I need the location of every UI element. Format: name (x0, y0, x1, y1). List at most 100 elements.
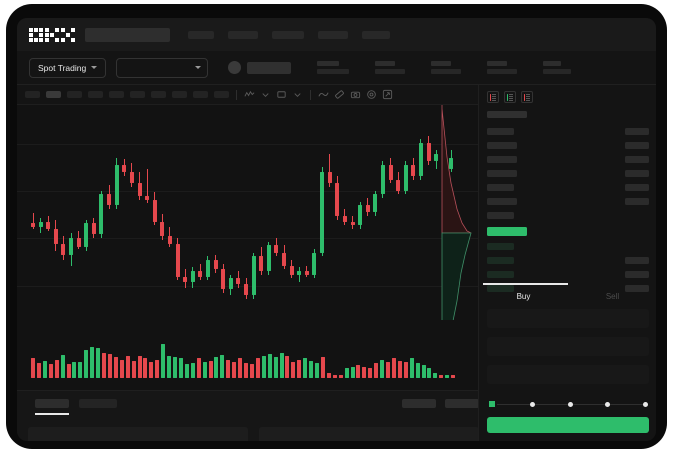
orderbook-ask-row-4[interactable] (487, 170, 517, 177)
ruler-icon[interactable] (334, 89, 345, 100)
candle-body (183, 276, 188, 283)
stat-2-label (375, 61, 396, 66)
line-chart-icon[interactable] (318, 89, 329, 100)
timeframe-chip-9[interactable] (214, 91, 229, 98)
stat-4-value (487, 69, 518, 74)
camera-icon[interactable] (350, 89, 361, 100)
order-amount-field[interactable] (487, 337, 649, 356)
candle-body (38, 221, 43, 228)
timeframe-chip-7[interactable] (172, 91, 187, 98)
candle-body (190, 271, 195, 283)
candle-body (46, 221, 51, 229)
orderbook-bid-row-3[interactable] (487, 285, 514, 292)
volume-bar-22 (161, 343, 166, 378)
volume-bar-57 (368, 367, 373, 378)
okx-logo-glyph-0 (29, 27, 43, 42)
volume-bar-60 (386, 361, 390, 378)
nav-item-5[interactable] (362, 30, 390, 39)
timeframe-chip-8[interactable] (193, 91, 208, 98)
orderbook-mode-both[interactable] (487, 91, 499, 103)
bottom-action-1[interactable] (402, 399, 436, 408)
buy-sell-tabs: Buy Sell (479, 285, 656, 307)
orderbook-mode-asks[interactable] (521, 91, 533, 103)
timeframe-chip-6[interactable] (151, 91, 166, 98)
orderbook-bid-row-0[interactable] (487, 243, 514, 250)
volume-bar-40 (267, 353, 272, 378)
bottom-action-2[interactable] (445, 399, 479, 408)
tab-buy[interactable]: Buy (516, 291, 531, 301)
okx-logo-glyph-2 (61, 27, 75, 42)
fullscreen-icon[interactable] (382, 89, 393, 100)
volume-bar-43 (285, 356, 290, 378)
orderbook-bid-amt-2 (625, 271, 649, 278)
settings-gear-icon[interactable] (366, 89, 377, 100)
nav-item-3[interactable] (272, 30, 304, 39)
orderbook-ask-row-2[interactable] (487, 142, 517, 149)
orderbook-rows[interactable] (479, 111, 656, 292)
stat-1-value (317, 69, 350, 74)
candle-body (289, 265, 294, 275)
candle-body (236, 278, 241, 284)
slider-stop-50[interactable] (567, 401, 573, 407)
indicator-icon[interactable] (276, 89, 287, 100)
okx-logo[interactable] (29, 27, 75, 42)
orderbook-trade-panel: Buy Sell (478, 85, 656, 441)
timeframe-chip-0[interactable] (25, 91, 40, 98)
orderbook-ask-row-0[interactable] (487, 111, 527, 118)
orderbook-ask-row-5[interactable] (487, 184, 514, 191)
order-total-field[interactable] (487, 365, 649, 384)
candle-body (244, 283, 248, 295)
orderbook-bid-row-2[interactable] (487, 271, 514, 278)
volume-bar-15 (119, 359, 124, 378)
timeframe-chip-2[interactable] (67, 91, 82, 98)
chevron-down-icon[interactable] (292, 89, 303, 100)
orderbook-ask-row-3[interactable] (487, 156, 517, 163)
candle-body (373, 194, 378, 213)
orderbook-ask-row-1[interactable] (487, 128, 514, 135)
volume-bar-66 (421, 365, 426, 378)
place-buy-order-button[interactable] (487, 417, 649, 433)
bottom-tab-1[interactable] (35, 399, 69, 408)
candlestick-icon[interactable] (244, 89, 255, 100)
slider-stop-25[interactable] (530, 401, 535, 407)
nav-item-1[interactable] (188, 30, 214, 39)
timeframe-chip-5[interactable] (130, 91, 145, 98)
volume-bar-46 (303, 358, 308, 378)
volume-bar-21 (155, 359, 160, 378)
orderbook-spread-row[interactable] (487, 227, 527, 236)
slider-stop-100[interactable] (642, 401, 648, 407)
orderbook-ask-row-7[interactable] (487, 212, 514, 219)
gridline-1 (17, 191, 478, 192)
bottom-tab-2[interactable] (79, 399, 117, 408)
spot-trading-dropdown[interactable]: Spot Trading (29, 57, 107, 78)
order-price-field[interactable] (487, 309, 649, 328)
timeframe-chip-1[interactable] (46, 91, 61, 98)
candlestick-chart[interactable] (17, 105, 478, 320)
stat-2-value (375, 69, 406, 74)
candle-body (342, 216, 347, 222)
nav-item-4[interactable] (318, 30, 348, 39)
trading-pair-select[interactable] (116, 57, 209, 78)
timeframe-chip-3[interactable] (88, 91, 103, 98)
orderbook-mode-bids[interactable] (504, 91, 516, 103)
candle-wick (32, 212, 34, 229)
candle-body (327, 172, 332, 184)
search-input[interactable] (85, 27, 170, 42)
tab-sell[interactable]: Sell (605, 291, 620, 301)
gridline-2 (17, 238, 478, 239)
nav-item-2[interactable] (228, 30, 258, 39)
order-percent-slider[interactable] (487, 399, 649, 409)
orderbook-ask-row-6[interactable] (487, 198, 517, 205)
chevron-down-icon[interactable] (260, 89, 271, 100)
volume-bar-16 (125, 356, 130, 378)
timeframe-chip-4[interactable] (109, 91, 124, 98)
bottom-card-left (28, 427, 248, 441)
candle-body (266, 245, 271, 272)
slider-stop-75[interactable] (605, 401, 610, 407)
slider-handle[interactable] (487, 399, 497, 409)
volume-bar-69 (439, 374, 444, 378)
orderbook-bid-row-1[interactable] (487, 257, 514, 264)
volume-bar-10 (90, 346, 95, 378)
stat-4 (487, 61, 518, 74)
stat-2 (375, 61, 406, 74)
